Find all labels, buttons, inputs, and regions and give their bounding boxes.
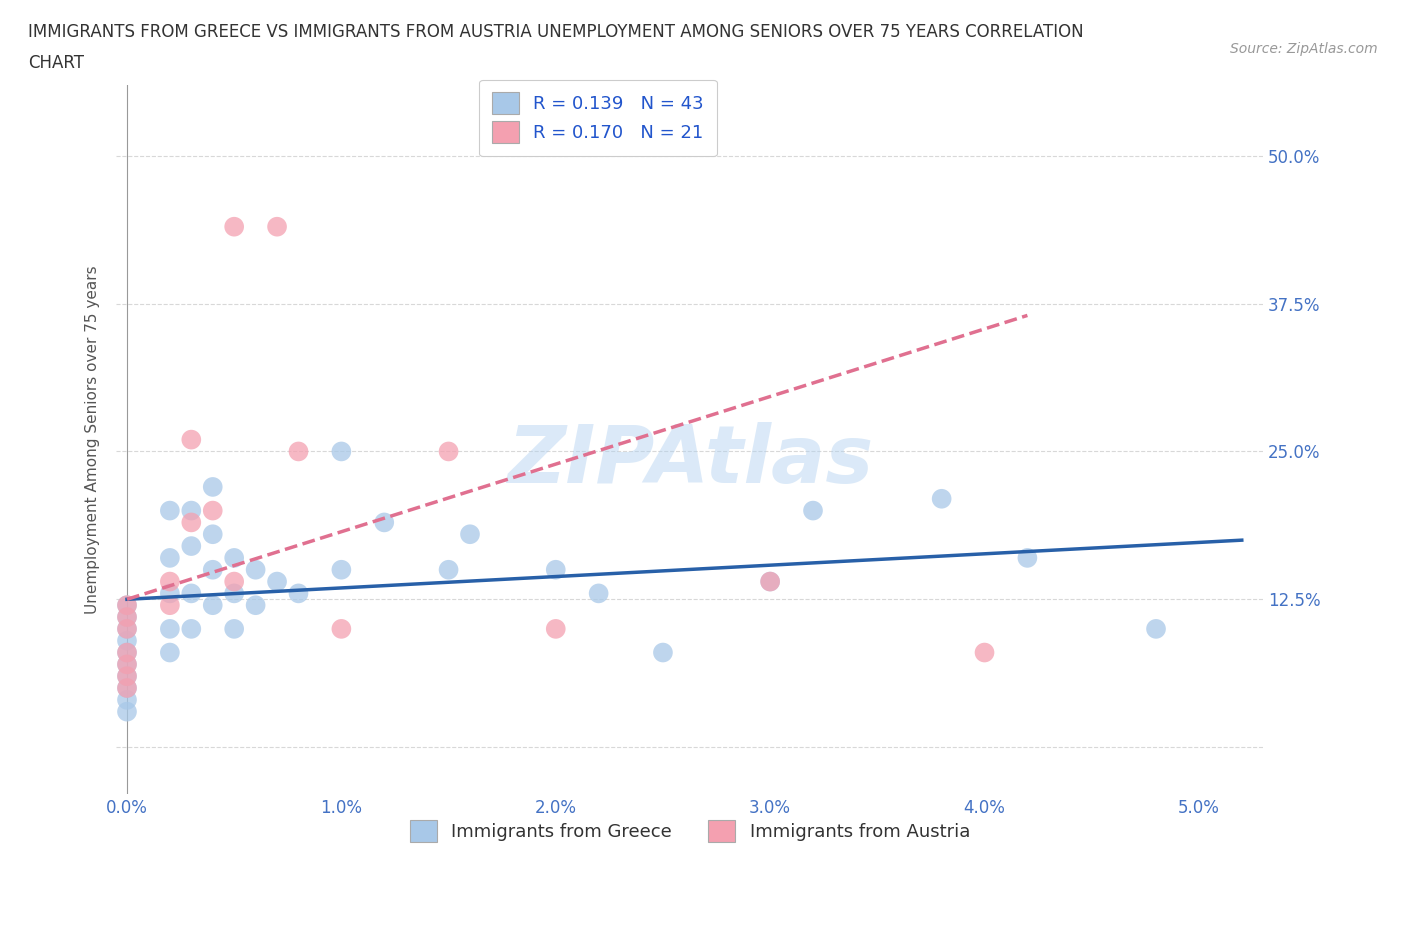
Point bbox=[180, 503, 202, 518]
Point bbox=[201, 503, 224, 518]
Point bbox=[652, 645, 675, 660]
Point bbox=[115, 704, 138, 719]
Point bbox=[458, 526, 481, 541]
Point bbox=[330, 444, 353, 458]
Point bbox=[159, 621, 181, 636]
Point bbox=[224, 551, 246, 565]
Point bbox=[159, 503, 181, 518]
Point bbox=[287, 444, 309, 458]
Point bbox=[115, 645, 138, 660]
Point bbox=[287, 586, 309, 601]
Point bbox=[1017, 551, 1039, 565]
Point bbox=[588, 586, 610, 601]
Point bbox=[115, 657, 138, 671]
Point bbox=[159, 598, 181, 613]
Point bbox=[1144, 621, 1167, 636]
Point bbox=[544, 563, 567, 578]
Text: CHART: CHART bbox=[28, 54, 84, 72]
Text: Source: ZipAtlas.com: Source: ZipAtlas.com bbox=[1230, 42, 1378, 56]
Point bbox=[224, 586, 246, 601]
Point bbox=[115, 633, 138, 648]
Point bbox=[224, 219, 246, 234]
Point bbox=[201, 526, 224, 541]
Point bbox=[115, 645, 138, 660]
Point bbox=[115, 681, 138, 696]
Point bbox=[201, 480, 224, 495]
Point bbox=[159, 574, 181, 589]
Point bbox=[373, 515, 395, 530]
Point bbox=[180, 515, 202, 530]
Point bbox=[115, 693, 138, 708]
Point bbox=[115, 609, 138, 624]
Point bbox=[180, 621, 202, 636]
Point bbox=[544, 621, 567, 636]
Point bbox=[180, 432, 202, 447]
Y-axis label: Unemployment Among Seniors over 75 years: Unemployment Among Seniors over 75 years bbox=[86, 265, 100, 614]
Point bbox=[973, 645, 995, 660]
Point bbox=[159, 551, 181, 565]
Point bbox=[266, 574, 288, 589]
Point bbox=[437, 563, 460, 578]
Point bbox=[224, 621, 246, 636]
Point bbox=[759, 574, 782, 589]
Point bbox=[115, 609, 138, 624]
Point bbox=[201, 563, 224, 578]
Point bbox=[115, 621, 138, 636]
Text: IMMIGRANTS FROM GREECE VS IMMIGRANTS FROM AUSTRIA UNEMPLOYMENT AMONG SENIORS OVE: IMMIGRANTS FROM GREECE VS IMMIGRANTS FRO… bbox=[28, 23, 1084, 41]
Point bbox=[437, 444, 460, 458]
Point bbox=[115, 621, 138, 636]
Point bbox=[224, 574, 246, 589]
Point bbox=[115, 669, 138, 684]
Point bbox=[330, 563, 353, 578]
Legend: Immigrants from Greece, Immigrants from Austria: Immigrants from Greece, Immigrants from … bbox=[402, 813, 977, 849]
Point bbox=[201, 598, 224, 613]
Point bbox=[801, 503, 824, 518]
Text: ZIPAtlas: ZIPAtlas bbox=[506, 422, 873, 500]
Point bbox=[330, 621, 353, 636]
Point bbox=[159, 586, 181, 601]
Point bbox=[180, 586, 202, 601]
Point bbox=[931, 491, 953, 506]
Point bbox=[245, 563, 267, 578]
Point bbox=[115, 669, 138, 684]
Point bbox=[266, 219, 288, 234]
Point bbox=[115, 681, 138, 696]
Point bbox=[245, 598, 267, 613]
Point bbox=[159, 645, 181, 660]
Point bbox=[115, 598, 138, 613]
Point bbox=[759, 574, 782, 589]
Point bbox=[115, 598, 138, 613]
Point bbox=[115, 657, 138, 671]
Point bbox=[180, 538, 202, 553]
